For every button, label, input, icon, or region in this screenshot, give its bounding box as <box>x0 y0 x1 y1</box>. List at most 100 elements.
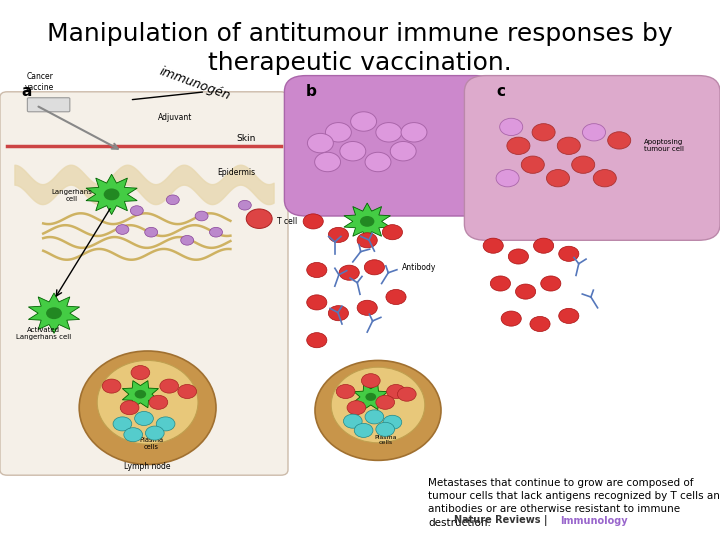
Polygon shape <box>344 203 390 240</box>
FancyBboxPatch shape <box>0 92 288 475</box>
Circle shape <box>507 137 530 154</box>
Circle shape <box>145 227 158 237</box>
Polygon shape <box>28 293 80 333</box>
Circle shape <box>343 414 362 428</box>
Circle shape <box>559 308 579 323</box>
Circle shape <box>390 141 416 161</box>
Circle shape <box>532 124 555 141</box>
Circle shape <box>315 152 341 172</box>
Text: Epidermis: Epidermis <box>217 168 256 177</box>
Circle shape <box>360 216 374 227</box>
Text: immunogén: immunogén <box>157 65 232 103</box>
Circle shape <box>181 235 194 245</box>
Circle shape <box>530 316 550 332</box>
Circle shape <box>120 401 139 415</box>
Circle shape <box>557 137 580 154</box>
Circle shape <box>401 123 427 142</box>
Circle shape <box>113 417 132 431</box>
FancyBboxPatch shape <box>27 98 70 112</box>
Circle shape <box>386 289 406 305</box>
Circle shape <box>521 156 544 173</box>
Ellipse shape <box>331 367 425 443</box>
Circle shape <box>483 238 503 253</box>
Circle shape <box>210 227 222 237</box>
Circle shape <box>376 395 395 409</box>
Text: Immunology: Immunology <box>560 516 628 526</box>
Circle shape <box>357 233 377 248</box>
Circle shape <box>541 276 561 291</box>
Text: Metastases that continue to grow are composed of
tumour cells that lack antigens: Metastases that continue to grow are com… <box>428 478 720 528</box>
Circle shape <box>361 374 380 388</box>
Circle shape <box>351 112 377 131</box>
Circle shape <box>328 227 348 242</box>
Circle shape <box>307 133 333 153</box>
Circle shape <box>160 379 179 393</box>
Text: Plasma
cells: Plasma cells <box>374 435 397 446</box>
Circle shape <box>195 211 208 221</box>
Text: Activated
Langerhans cell: Activated Langerhans cell <box>16 327 71 340</box>
Circle shape <box>124 428 143 442</box>
Circle shape <box>347 401 366 415</box>
Text: Plasma
cells: Plasma cells <box>139 437 163 450</box>
Circle shape <box>516 284 536 299</box>
Circle shape <box>496 170 519 187</box>
Circle shape <box>364 260 384 275</box>
Circle shape <box>357 300 377 315</box>
Ellipse shape <box>315 361 441 460</box>
Circle shape <box>238 200 251 210</box>
Text: Adjuvant: Adjuvant <box>158 112 193 122</box>
Circle shape <box>307 295 327 310</box>
Polygon shape <box>122 381 158 408</box>
Circle shape <box>116 225 129 234</box>
Circle shape <box>145 426 164 440</box>
FancyBboxPatch shape <box>464 76 720 240</box>
Circle shape <box>582 124 606 141</box>
Circle shape <box>376 123 402 142</box>
Circle shape <box>328 306 348 321</box>
Circle shape <box>246 209 272 228</box>
Circle shape <box>559 246 579 261</box>
Circle shape <box>336 384 355 399</box>
Circle shape <box>135 411 153 426</box>
Circle shape <box>500 118 523 136</box>
Circle shape <box>149 395 168 409</box>
Circle shape <box>46 307 62 319</box>
Circle shape <box>156 417 175 431</box>
Circle shape <box>572 156 595 173</box>
Circle shape <box>382 225 402 240</box>
Text: Skin: Skin <box>236 134 256 143</box>
Circle shape <box>397 387 416 401</box>
Circle shape <box>166 195 179 205</box>
Circle shape <box>135 390 146 399</box>
Polygon shape <box>354 384 388 410</box>
Polygon shape <box>86 174 138 214</box>
Text: Langerhans
cell: Langerhans cell <box>52 189 92 202</box>
Circle shape <box>608 132 631 149</box>
Circle shape <box>307 333 327 348</box>
Circle shape <box>102 379 121 393</box>
Circle shape <box>501 311 521 326</box>
Circle shape <box>593 170 616 187</box>
Circle shape <box>339 265 359 280</box>
Circle shape <box>325 123 351 142</box>
Circle shape <box>508 249 528 264</box>
Text: therapeutic vaccination.: therapeutic vaccination. <box>208 51 512 75</box>
Text: Nature Reviews |: Nature Reviews | <box>454 516 551 526</box>
Circle shape <box>365 410 384 424</box>
Circle shape <box>376 422 395 436</box>
Text: Cancer
vaccine: Cancer vaccine <box>25 72 54 92</box>
Circle shape <box>303 214 323 229</box>
Circle shape <box>354 423 373 437</box>
Text: c: c <box>497 84 505 99</box>
Circle shape <box>340 141 366 161</box>
Circle shape <box>387 384 405 399</box>
Circle shape <box>131 366 150 380</box>
Circle shape <box>366 393 376 401</box>
Circle shape <box>365 152 391 172</box>
Text: Manipulation of antitumour immune responses by: Manipulation of antitumour immune respon… <box>48 22 672 45</box>
Ellipse shape <box>97 361 198 444</box>
Circle shape <box>130 206 143 215</box>
Circle shape <box>546 170 570 187</box>
Text: a: a <box>22 84 32 99</box>
Circle shape <box>490 276 510 291</box>
